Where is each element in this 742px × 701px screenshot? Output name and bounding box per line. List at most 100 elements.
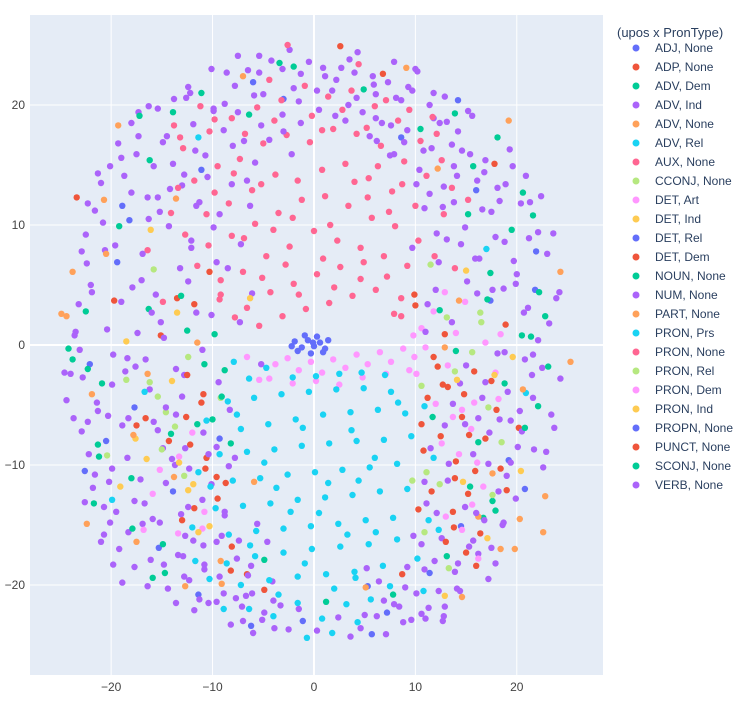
data-point <box>118 154 125 161</box>
data-point <box>133 538 140 545</box>
data-point <box>81 467 89 475</box>
data-point <box>330 125 337 133</box>
legend-item[interactable]: PRON, Prs <box>632 326 715 340</box>
legend-item[interactable]: PRON, None <box>632 345 726 359</box>
data-point <box>191 301 198 308</box>
data-point <box>385 208 393 215</box>
data-point <box>544 250 551 257</box>
data-point <box>234 109 242 116</box>
legend-item[interactable]: ADV, Dem <box>632 79 711 93</box>
legend-item[interactable]: ADV, Rel <box>632 136 704 150</box>
data-point <box>472 255 479 262</box>
data-point <box>453 172 461 179</box>
data-point <box>379 70 387 78</box>
legend-item[interactable]: PRON, Rel <box>632 364 715 378</box>
data-point <box>182 583 189 590</box>
data-point <box>409 477 416 484</box>
data-point <box>348 427 355 434</box>
legend-item[interactable]: DET, Rel <box>632 231 703 245</box>
data-point <box>390 310 398 317</box>
data-point <box>495 395 502 403</box>
data-point <box>426 101 433 109</box>
data-point <box>190 537 197 544</box>
data-point <box>233 555 241 562</box>
legend-item[interactable]: VERB, None <box>632 478 724 492</box>
data-point <box>411 291 418 298</box>
legend-item[interactable]: NUM, None <box>632 288 719 302</box>
data-point <box>239 502 247 509</box>
data-point <box>243 304 251 311</box>
data-point <box>279 65 286 73</box>
legend-item[interactable]: SCONJ, None <box>632 459 732 473</box>
legend-item[interactable]: AUX, None <box>632 155 716 169</box>
data-point <box>220 127 227 134</box>
data-point <box>460 391 468 398</box>
legend-item[interactable]: DET, Art <box>632 193 700 207</box>
legend-item[interactable]: ADP, None <box>632 60 714 74</box>
data-point <box>217 557 224 565</box>
legend-item[interactable]: CCONJ, None <box>632 174 733 188</box>
data-point <box>247 562 255 569</box>
legend-item[interactable]: PROPN, None <box>632 421 734 435</box>
data-point <box>451 265 459 272</box>
data-point <box>433 130 440 137</box>
data-point <box>357 244 364 251</box>
data-point <box>141 388 148 395</box>
legend-item[interactable]: ADV, None <box>632 117 715 131</box>
data-point <box>409 244 416 251</box>
legend-item[interactable]: PART, None <box>632 307 721 321</box>
data-point <box>540 464 547 471</box>
data-point <box>494 350 501 357</box>
data-point <box>294 599 301 607</box>
data-point <box>193 309 200 316</box>
data-point <box>427 261 434 268</box>
data-point <box>429 413 436 421</box>
legend-item[interactable]: PUNCT, None <box>632 440 731 454</box>
data-point <box>295 605 302 613</box>
data-point <box>186 577 193 584</box>
data-point <box>438 157 445 164</box>
data-point <box>165 223 173 230</box>
data-point <box>501 380 508 387</box>
data-point <box>84 200 92 207</box>
data-point <box>348 87 355 94</box>
data-point <box>469 501 476 508</box>
data-point <box>557 375 564 382</box>
data-point <box>450 524 458 531</box>
data-point <box>78 248 85 255</box>
legend-item[interactable]: PRON, Ind <box>632 402 714 416</box>
data-point <box>83 520 91 527</box>
legend-item[interactable]: NOUN, None <box>632 269 727 283</box>
y-tick-label: −10 <box>5 458 26 472</box>
data-point <box>443 314 450 321</box>
legend-item[interactable]: ADV, Ind <box>632 98 702 112</box>
legend-item[interactable]: PRON, Dem <box>632 383 722 397</box>
legend-item[interactable]: DET, Ind <box>632 212 702 226</box>
data-point <box>154 393 161 400</box>
data-point <box>266 375 273 382</box>
data-point <box>537 193 545 200</box>
data-point <box>405 83 412 91</box>
data-point <box>513 271 520 278</box>
data-point <box>196 596 203 603</box>
data-point <box>482 435 489 442</box>
data-point <box>260 91 267 98</box>
data-point <box>292 416 299 423</box>
legend-marker <box>632 291 640 299</box>
data-point <box>461 421 469 428</box>
data-point <box>110 351 117 358</box>
data-point <box>449 413 457 421</box>
data-point <box>195 469 202 476</box>
data-point <box>475 550 482 557</box>
data-point <box>450 163 458 170</box>
data-point <box>182 532 189 539</box>
data-point <box>387 122 395 129</box>
data-point <box>168 377 176 385</box>
data-point <box>237 425 245 433</box>
data-point <box>307 358 315 365</box>
data-point <box>491 371 498 379</box>
legend-item[interactable]: ADJ, None <box>632 41 714 55</box>
legend-item[interactable]: DET, Dem <box>632 250 710 264</box>
data-point <box>185 278 192 285</box>
data-point <box>481 517 488 524</box>
